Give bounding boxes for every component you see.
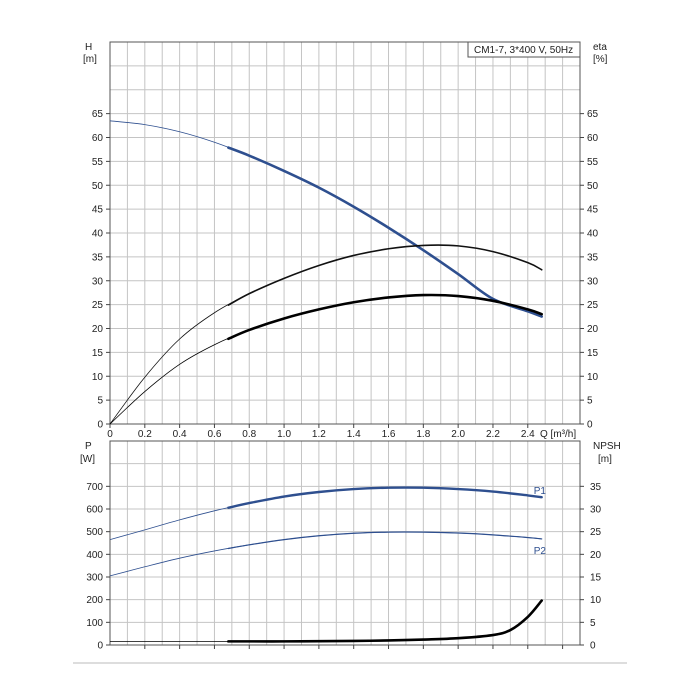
eta-tick-label: 20 bbox=[587, 324, 599, 335]
efficiency-curve-duty-range bbox=[227, 244, 543, 306]
x-tick-label: 1.8 bbox=[416, 429, 430, 440]
eta-tick-label: 5 bbox=[587, 396, 593, 407]
eta-tick-label: 40 bbox=[587, 229, 599, 240]
npsh-curve-full bbox=[109, 600, 543, 642]
power-tick-label: 300 bbox=[86, 573, 103, 584]
chart-title: CM1-7, 3*400 V, 50Hz bbox=[474, 45, 573, 56]
power-axis-unit: [W] bbox=[80, 454, 95, 465]
npsh-curve-duty-range bbox=[227, 599, 543, 643]
npsh-tick-label: 0 bbox=[590, 641, 596, 652]
head-tick-label: 40 bbox=[92, 229, 104, 240]
eta-tick-label: 10 bbox=[587, 372, 599, 383]
head-efficiency-panel: 0 0.2 0.4 0.6 0.8 1.0 1.2 1.4 1.6 1.8 2.0 2.2 2.4 0 5 1… bbox=[83, 41, 608, 440]
head-tick-label: 55 bbox=[92, 157, 104, 168]
head-tick-label: 5 bbox=[97, 396, 103, 407]
eta-tick-label: 55 bbox=[587, 157, 599, 168]
x-tick-label: 0.4 bbox=[173, 429, 187, 440]
power-tick-label: 400 bbox=[86, 550, 103, 561]
head-tick-label: 30 bbox=[92, 276, 104, 287]
x-tick-label: 1.2 bbox=[312, 429, 326, 440]
power-tick-label: 0 bbox=[97, 641, 103, 652]
eta-tick-label: 0 bbox=[587, 420, 593, 431]
head-axis-label: H bbox=[85, 42, 92, 53]
power-tick-label: 600 bbox=[86, 505, 103, 516]
bottom-curves: P1 P2 bbox=[109, 486, 547, 643]
head-tick-label: 0 bbox=[97, 420, 103, 431]
power-tick-label: 200 bbox=[86, 595, 103, 606]
top-curves bbox=[109, 120, 543, 425]
efficiency-curve-full bbox=[109, 244, 542, 425]
p1-curve-duty-range bbox=[227, 486, 543, 509]
x-tick-label: 1.4 bbox=[347, 429, 361, 440]
x-tick-label: 0.8 bbox=[242, 429, 256, 440]
x-tick-label: 2.0 bbox=[451, 429, 465, 440]
title-box bbox=[467, 41, 581, 58]
eta-axis-label: eta bbox=[593, 42, 607, 53]
eta-tick-label: 25 bbox=[587, 300, 599, 311]
power-tick-label: 500 bbox=[86, 527, 103, 538]
flow-axis-label: Q [m³/h] bbox=[540, 429, 576, 440]
series-label-p2: P2 bbox=[534, 546, 547, 557]
head-axis-unit: [m] bbox=[83, 54, 97, 65]
head-tick-label: 35 bbox=[92, 252, 104, 263]
total-efficiency-curve-full bbox=[109, 294, 542, 425]
eta-tick-label: 45 bbox=[587, 205, 599, 216]
eta-tick-label: 15 bbox=[587, 348, 599, 359]
x-tick-label: 1.6 bbox=[382, 429, 396, 440]
x-tick-label: 1.0 bbox=[277, 429, 291, 440]
x-tick-label: 2.2 bbox=[486, 429, 500, 440]
power-tick-label: 100 bbox=[86, 618, 103, 629]
total-efficiency-curve-duty-range bbox=[227, 293, 543, 341]
top-tick-labels: 0 0.2 0.4 0.6 0.8 1.0 1.2 1.4 1.6 1.8 2.0 2.2 2.4 0 5 1… bbox=[92, 109, 599, 440]
bottom-tick-labels: 0 100 200 300 400 500 600 700 0 5 10 15 20 25 30 35 bbox=[86, 482, 601, 652]
head-tick-label: 65 bbox=[92, 109, 104, 120]
x-tick-label: 0 bbox=[107, 429, 113, 440]
x-tick-label: 0.6 bbox=[207, 429, 221, 440]
npsh-axis-unit: [m] bbox=[598, 454, 612, 465]
head-tick-label: 25 bbox=[92, 300, 104, 311]
top-grid bbox=[110, 42, 580, 424]
eta-tick-label: 50 bbox=[587, 181, 599, 192]
series-label-p1: P1 bbox=[534, 486, 547, 497]
bottom-grid bbox=[110, 441, 580, 645]
bottom-plot-frame bbox=[109, 440, 581, 646]
head-tick-label: 10 bbox=[92, 372, 104, 383]
power-tick-label: 700 bbox=[86, 482, 103, 493]
eta-tick-label: 30 bbox=[587, 276, 599, 287]
npsh-tick-label: 35 bbox=[590, 482, 602, 493]
power-axis-label: P bbox=[85, 441, 92, 452]
eta-tick-label: 60 bbox=[587, 133, 599, 144]
bottom-ticks bbox=[106, 485, 584, 649]
head-tick-label: 45 bbox=[92, 205, 104, 216]
head-tick-label: 50 bbox=[92, 181, 104, 192]
power-npsh-panel: P1 P2 0 100 200 300 400 500 600 700 0 5 10 15 20 25 30 3… bbox=[80, 440, 621, 652]
npsh-tick-label: 5 bbox=[590, 618, 596, 629]
eta-axis-unit: [%] bbox=[593, 54, 608, 65]
eta-tick-label: 35 bbox=[587, 252, 599, 263]
head-tick-label: 60 bbox=[92, 133, 104, 144]
npsh-tick-label: 20 bbox=[590, 550, 602, 561]
npsh-axis-label: NPSH bbox=[593, 441, 621, 452]
head-curve-duty-range bbox=[227, 146, 543, 318]
npsh-tick-label: 30 bbox=[590, 505, 602, 516]
head-tick-label: 20 bbox=[92, 324, 104, 335]
npsh-tick-label: 15 bbox=[590, 573, 602, 584]
p2-curve-duty-range bbox=[227, 531, 543, 550]
x-tick-label: 2.4 bbox=[521, 429, 535, 440]
head-tick-label: 15 bbox=[92, 348, 104, 359]
top-ticks bbox=[106, 113, 584, 428]
eta-tick-label: 65 bbox=[587, 109, 599, 120]
x-tick-label: 0.2 bbox=[138, 429, 152, 440]
npsh-tick-label: 25 bbox=[590, 527, 602, 538]
npsh-tick-label: 10 bbox=[590, 595, 602, 606]
